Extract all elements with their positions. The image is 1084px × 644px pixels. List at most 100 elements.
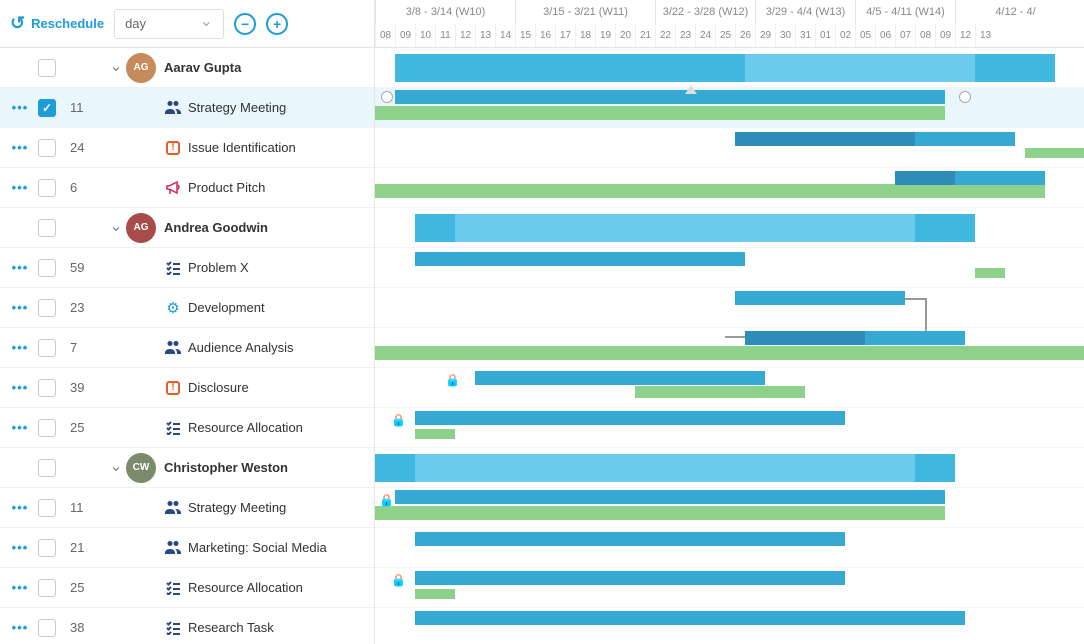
timeline-day-label: 12 xyxy=(455,24,475,48)
gantt-bar[interactable] xyxy=(415,214,455,242)
lock-icon: 🔒 xyxy=(391,573,406,587)
task-label: Development xyxy=(188,300,265,315)
task-row[interactable]: •••21Marketing: Social Media xyxy=(0,528,374,568)
expand-toggle[interactable] xyxy=(106,458,126,478)
gantt-bar[interactable] xyxy=(375,506,945,520)
task-row[interactable]: •••25Resource Allocation xyxy=(0,568,374,608)
gantt-bar[interactable] xyxy=(415,532,845,546)
view-selector[interactable]: day xyxy=(114,9,224,39)
task-row[interactable]: •••7Audience Analysis xyxy=(0,328,374,368)
gantt-bar[interactable] xyxy=(395,490,945,504)
row-actions-button[interactable]: ••• xyxy=(8,380,32,395)
checkbox[interactable] xyxy=(38,99,56,117)
checkbox[interactable] xyxy=(38,379,56,397)
row-number: 11 xyxy=(70,100,106,115)
gantt-bar[interactable] xyxy=(1025,148,1084,158)
gantt-bar[interactable] xyxy=(415,611,965,625)
expand-toggle[interactable] xyxy=(106,218,126,238)
checkbox[interactable] xyxy=(38,459,56,477)
gantt-row: 🔒 xyxy=(375,488,1084,528)
task-row[interactable]: •••25Resource Allocation xyxy=(0,408,374,448)
gantt-bar[interactable] xyxy=(375,454,955,482)
row-actions-button[interactable]: ••• xyxy=(8,620,32,635)
task-row[interactable]: •••23Development xyxy=(0,288,374,328)
row-actions-button[interactable]: ••• xyxy=(8,420,32,435)
checkbox[interactable] xyxy=(38,499,56,517)
gantt-bar[interactable] xyxy=(415,589,455,599)
gantt-panel: 3/8 - 3/14 (W10)3/15 - 3/21 (W11)3/22 - … xyxy=(375,0,1084,644)
gantt-row xyxy=(375,168,1084,208)
gear-icon xyxy=(162,299,184,317)
group-row: AG Andrea Goodwin xyxy=(0,208,374,248)
gantt-bar[interactable] xyxy=(975,268,1005,278)
task-row[interactable]: •••11Strategy Meeting xyxy=(0,488,374,528)
checkbox[interactable] xyxy=(38,179,56,197)
gantt-bar[interactable] xyxy=(375,184,1045,198)
zoom-out-button[interactable]: − xyxy=(234,13,256,35)
task-label: Strategy Meeting xyxy=(188,500,286,515)
checkbox[interactable] xyxy=(38,299,56,317)
group-label: Christopher Weston xyxy=(164,460,288,475)
circle-marker xyxy=(381,91,393,103)
timeline-day-label: 30 xyxy=(775,24,795,48)
gantt-bar[interactable] xyxy=(745,331,865,345)
gantt-bar[interactable] xyxy=(915,214,975,242)
task-row[interactable]: •••39!Disclosure xyxy=(0,368,374,408)
timeline-day-label: 14 xyxy=(495,24,515,48)
checkbox[interactable] xyxy=(38,419,56,437)
row-actions-button[interactable]: ••• xyxy=(8,140,32,155)
row-actions-button[interactable]: ••• xyxy=(8,340,32,355)
gantt-bar[interactable] xyxy=(415,429,455,439)
gantt-bar[interactable] xyxy=(735,291,905,305)
task-row[interactable]: •••38Research Task xyxy=(0,608,374,644)
task-row[interactable]: •••6Product Pitch xyxy=(0,168,374,208)
task-row[interactable]: •••11Strategy Meeting xyxy=(0,88,374,128)
gantt-bar[interactable] xyxy=(375,454,415,482)
timeline-week-label: 4/5 - 4/11 (W14) xyxy=(855,0,955,24)
row-actions-button[interactable]: ••• xyxy=(8,540,32,555)
gantt-bar[interactable] xyxy=(415,252,745,266)
row-actions-button[interactable]: ••• xyxy=(8,180,32,195)
checklist-icon xyxy=(162,261,184,275)
timeline-day-label: 23 xyxy=(675,24,695,48)
timeline-day-label: 08 xyxy=(375,24,395,48)
gantt-bar[interactable] xyxy=(415,571,845,585)
gantt-bar[interactable] xyxy=(735,132,915,146)
checkbox[interactable] xyxy=(38,339,56,357)
gantt-bar[interactable] xyxy=(415,214,975,242)
row-number: 59 xyxy=(70,260,106,275)
gantt-bar[interactable] xyxy=(975,54,1055,82)
task-row[interactable]: •••59Problem X xyxy=(0,248,374,288)
checkbox[interactable] xyxy=(38,219,56,237)
gantt-row xyxy=(375,248,1084,288)
row-number: 6 xyxy=(70,180,106,195)
checkbox[interactable] xyxy=(38,139,56,157)
row-actions-button[interactable]: ••• xyxy=(8,300,32,315)
gantt-bar[interactable] xyxy=(395,90,945,104)
checkbox[interactable] xyxy=(38,579,56,597)
gantt-bar[interactable] xyxy=(475,371,765,385)
checkbox[interactable] xyxy=(38,539,56,557)
checkbox[interactable] xyxy=(38,259,56,277)
timeline-day-label: 16 xyxy=(535,24,555,48)
row-actions-button[interactable]: ••• xyxy=(8,100,32,115)
row-actions-button[interactable]: ••• xyxy=(8,580,32,595)
group-row: AG Aarav Gupta xyxy=(0,48,374,88)
checkbox[interactable] xyxy=(38,59,56,77)
timeline-day-label: 05 xyxy=(855,24,875,48)
checkbox[interactable] xyxy=(38,619,56,637)
gantt-bar[interactable] xyxy=(375,106,945,120)
gantt-bar[interactable] xyxy=(915,454,955,482)
gantt-bar[interactable] xyxy=(375,346,1084,360)
task-row[interactable]: •••24!Issue Identification xyxy=(0,128,374,168)
gantt-bar[interactable] xyxy=(895,171,955,185)
row-actions-button[interactable]: ••• xyxy=(8,500,32,515)
row-actions-button[interactable]: ••• xyxy=(8,260,32,275)
gantt-bar[interactable] xyxy=(415,411,845,425)
expand-toggle[interactable] xyxy=(106,58,126,78)
zoom-in-button[interactable]: + xyxy=(266,13,288,35)
timeline-day-label: 29 xyxy=(755,24,775,48)
reschedule-button[interactable]: Reschedule xyxy=(10,13,104,34)
gantt-bar[interactable] xyxy=(395,54,745,82)
gantt-bar[interactable] xyxy=(635,386,805,398)
